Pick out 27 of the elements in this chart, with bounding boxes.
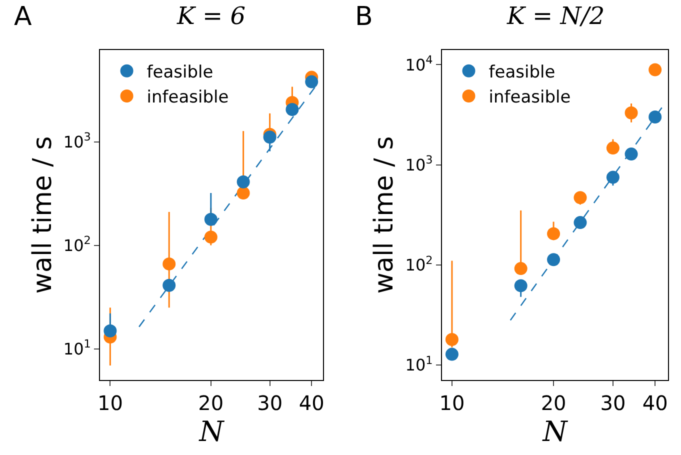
y-tick-label: 10$^{3}$: [63, 130, 91, 152]
y-axis-title: wall time / s: [370, 136, 400, 294]
chart-title: K = 6: [176, 2, 246, 30]
x-tick-label: 20: [198, 390, 224, 415]
y-tick-label: 10$^{2}$: [405, 254, 433, 275]
x-tick-label: 10: [439, 390, 465, 415]
x-tick-label: 40: [642, 390, 668, 415]
x-tick-label: 30: [600, 390, 626, 415]
x-tick-label: 30: [257, 390, 283, 415]
legend-label: infeasible: [146, 88, 229, 108]
x-axis-title: N: [198, 414, 226, 448]
y-axis-title: wall time / s: [28, 136, 58, 294]
y-tick-label: 10$^{1}$: [63, 338, 91, 358]
chart-title: K = N/2: [506, 2, 605, 30]
legend-label: infeasible: [488, 88, 571, 108]
y-tick-label: 10$^{2}$: [63, 234, 91, 255]
y-tick-label: 10$^{1}$: [405, 354, 433, 375]
y-tick-label: 10$^{3}$: [405, 154, 433, 174]
x-tick-label: 10: [97, 390, 123, 415]
x-tick-label: 20: [540, 390, 566, 415]
text: A: [14, 2, 32, 32]
legend-label: feasible: [146, 62, 214, 83]
text: B: [355, 2, 373, 32]
x-tick-label: 40: [298, 390, 324, 415]
legend-label: feasible: [488, 62, 556, 83]
x-axis-title: N: [542, 414, 569, 448]
y-tick-label: 10$^{4}$: [405, 54, 433, 74]
